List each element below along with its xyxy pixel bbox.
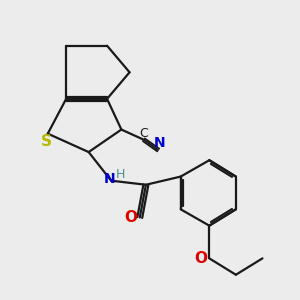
Text: C: C (139, 127, 148, 140)
Text: O: O (195, 251, 208, 266)
Text: N: N (154, 136, 166, 150)
Text: O: O (124, 210, 137, 225)
Text: H: H (116, 168, 125, 181)
Text: S: S (40, 134, 52, 148)
Text: N: N (104, 172, 115, 186)
